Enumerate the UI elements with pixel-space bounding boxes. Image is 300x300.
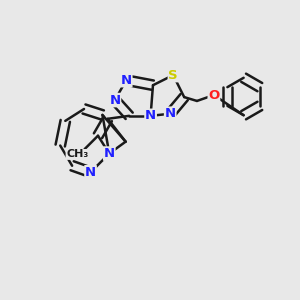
Text: N: N [110, 94, 121, 106]
Text: CH₃: CH₃ [66, 149, 88, 160]
Text: S: S [168, 69, 178, 82]
Text: N: N [85, 166, 96, 179]
Text: N: N [165, 107, 176, 120]
Text: N: N [145, 109, 156, 122]
Text: N: N [121, 74, 132, 87]
Text: O: O [208, 88, 220, 101]
Text: N: N [104, 147, 115, 160]
